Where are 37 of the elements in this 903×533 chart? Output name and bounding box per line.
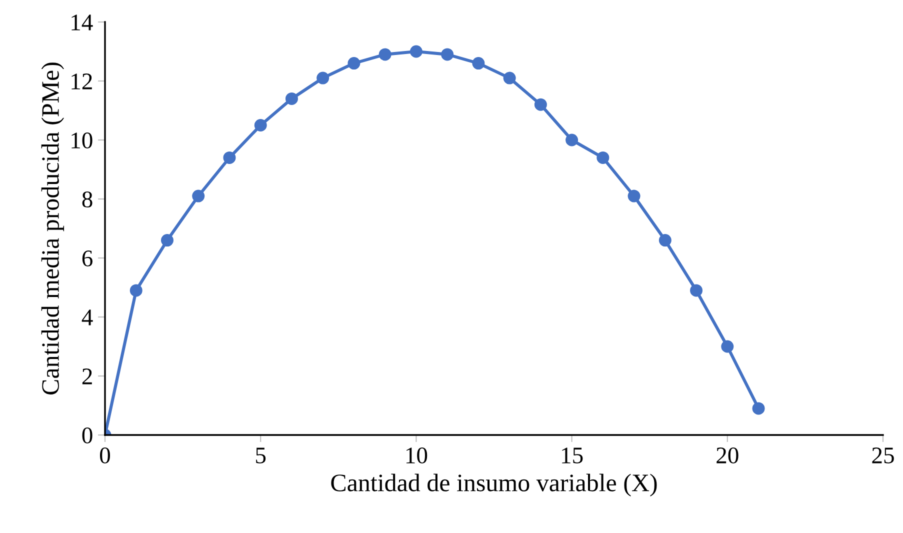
point (690, 284, 703, 297)
x-tick-label: 10 (406, 447, 428, 464)
point (378, 48, 392, 61)
point (285, 92, 298, 105)
point (503, 72, 516, 84)
point (658, 234, 672, 247)
point (348, 57, 360, 70)
x-tick-label: 25 (872, 448, 894, 464)
x-tick-label: 0 (100, 447, 110, 464)
point (472, 57, 485, 70)
x-axis-title: Cantidad de insumo variable (X) (331, 474, 657, 496)
point (192, 190, 205, 202)
point (441, 48, 454, 61)
point (752, 402, 765, 415)
y-tick-label: 4 (82, 310, 93, 326)
y-tick-label: 2 (82, 368, 92, 384)
y-axis-title: Cantidad media producida (PMe) (41, 62, 64, 394)
point (410, 45, 422, 58)
x-tick-label: 20 (716, 447, 738, 464)
point (130, 284, 142, 297)
x-tick-label: 5 (256, 448, 266, 464)
y-tick-label: 8 (82, 191, 92, 208)
point (628, 190, 640, 202)
point (316, 72, 330, 84)
x-tick-label: 15 (562, 448, 583, 464)
point (160, 234, 174, 247)
point (596, 151, 610, 164)
point (534, 98, 547, 111)
point (721, 340, 734, 353)
y-tick-label: 12 (72, 74, 92, 90)
y-tick-label: 14 (72, 14, 93, 30)
y-tick-label: 10 (72, 132, 92, 148)
point (223, 151, 236, 164)
point (566, 134, 578, 146)
y-tick-label: 6 (82, 250, 92, 266)
point (254, 119, 267, 132)
y-tick-label: 0 (82, 427, 92, 444)
